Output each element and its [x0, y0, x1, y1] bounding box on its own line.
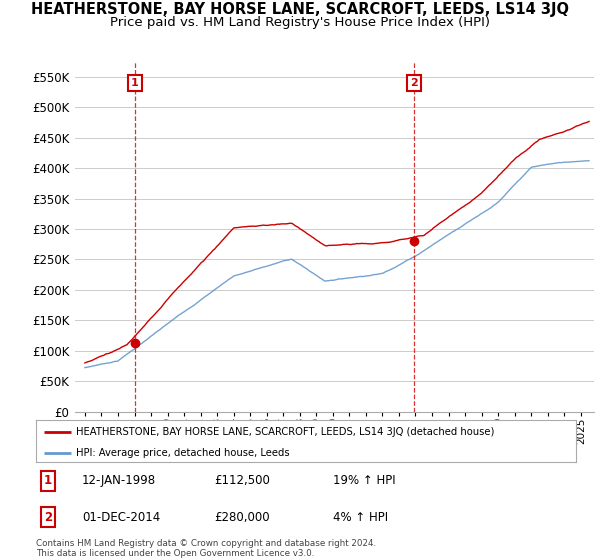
Text: HEATHERSTONE, BAY HORSE LANE, SCARCROFT, LEEDS, LS14 3JQ: HEATHERSTONE, BAY HORSE LANE, SCARCROFT,… — [31, 2, 569, 17]
Text: HEATHERSTONE, BAY HORSE LANE, SCARCROFT, LEEDS, LS14 3JQ (detached house): HEATHERSTONE, BAY HORSE LANE, SCARCROFT,… — [77, 427, 495, 437]
Text: Contains HM Land Registry data © Crown copyright and database right 2024.
This d: Contains HM Land Registry data © Crown c… — [36, 539, 376, 558]
Text: £280,000: £280,000 — [214, 511, 270, 524]
Text: 2: 2 — [44, 511, 52, 524]
Text: Price paid vs. HM Land Registry's House Price Index (HPI): Price paid vs. HM Land Registry's House … — [110, 16, 490, 29]
Text: 1: 1 — [131, 78, 139, 88]
Text: 19% ↑ HPI: 19% ↑ HPI — [333, 474, 395, 487]
Text: 2: 2 — [410, 78, 418, 88]
Text: HPI: Average price, detached house, Leeds: HPI: Average price, detached house, Leed… — [77, 448, 290, 458]
Text: 1: 1 — [44, 474, 52, 487]
Text: 01-DEC-2014: 01-DEC-2014 — [82, 511, 160, 524]
Text: 4% ↑ HPI: 4% ↑ HPI — [333, 511, 388, 524]
Text: 12-JAN-1998: 12-JAN-1998 — [82, 474, 156, 487]
Text: £112,500: £112,500 — [214, 474, 270, 487]
